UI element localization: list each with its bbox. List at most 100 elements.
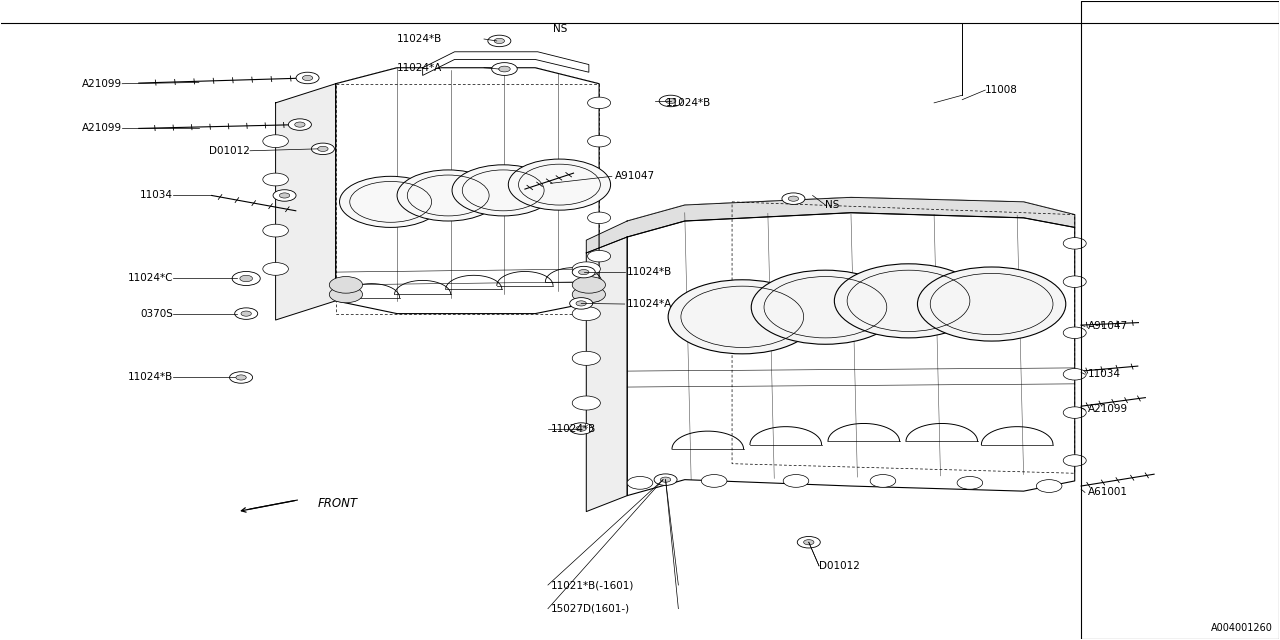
Circle shape [279, 193, 289, 198]
Circle shape [659, 95, 682, 107]
Text: 11008: 11008 [986, 85, 1018, 95]
Circle shape [627, 476, 653, 489]
Circle shape [262, 262, 288, 275]
Circle shape [1064, 369, 1087, 380]
Text: A61001: A61001 [1088, 488, 1128, 497]
Circle shape [588, 212, 611, 223]
Circle shape [302, 76, 312, 81]
Circle shape [262, 173, 288, 186]
Circle shape [329, 276, 362, 293]
Circle shape [572, 307, 600, 321]
Text: A91047: A91047 [614, 172, 654, 181]
Circle shape [241, 311, 251, 316]
Polygon shape [335, 68, 599, 92]
Circle shape [660, 477, 671, 482]
Circle shape [229, 372, 252, 383]
Text: D01012: D01012 [209, 146, 250, 156]
Circle shape [797, 536, 820, 548]
Circle shape [701, 474, 727, 487]
Text: 11034: 11034 [1088, 369, 1120, 380]
Circle shape [572, 396, 600, 410]
Circle shape [262, 135, 288, 148]
Circle shape [588, 97, 611, 109]
Circle shape [488, 35, 511, 47]
Circle shape [397, 170, 499, 221]
Circle shape [588, 250, 611, 262]
Circle shape [296, 72, 319, 84]
Polygon shape [586, 237, 627, 511]
Circle shape [236, 375, 246, 380]
Circle shape [572, 262, 600, 276]
Circle shape [1064, 407, 1087, 419]
Circle shape [499, 66, 511, 72]
Circle shape [239, 275, 252, 282]
Polygon shape [627, 212, 1075, 495]
Circle shape [957, 476, 983, 489]
Text: FRONT: FRONT [317, 497, 358, 511]
Circle shape [751, 270, 900, 344]
Circle shape [1064, 455, 1087, 467]
Circle shape [588, 136, 611, 147]
Circle shape [579, 269, 589, 275]
Text: 11024*B: 11024*B [397, 34, 443, 44]
Circle shape [492, 63, 517, 76]
Polygon shape [586, 197, 1075, 253]
Circle shape [1064, 276, 1087, 287]
Text: 11024*A: 11024*A [397, 63, 443, 73]
Circle shape [835, 264, 983, 338]
Circle shape [804, 540, 814, 545]
Circle shape [576, 301, 586, 306]
Circle shape [570, 298, 593, 309]
Circle shape [1064, 237, 1087, 249]
Text: 11034: 11034 [141, 191, 173, 200]
Text: 0370S: 0370S [141, 308, 173, 319]
Circle shape [576, 426, 586, 431]
Circle shape [572, 266, 595, 278]
Circle shape [452, 165, 554, 216]
Circle shape [668, 280, 817, 354]
Text: 11024*B: 11024*B [627, 267, 672, 277]
Circle shape [870, 474, 896, 487]
Circle shape [329, 286, 362, 303]
Circle shape [654, 474, 677, 485]
Text: NS: NS [553, 24, 567, 35]
Text: A21099: A21099 [1088, 404, 1128, 415]
Text: 11024*C: 11024*C [128, 273, 173, 284]
Circle shape [1037, 479, 1062, 492]
Circle shape [273, 189, 296, 201]
Circle shape [572, 351, 600, 365]
Text: D01012: D01012 [819, 561, 860, 571]
Circle shape [572, 276, 605, 293]
Circle shape [311, 143, 334, 155]
Circle shape [288, 119, 311, 131]
Text: 11024*A: 11024*A [627, 299, 672, 309]
Circle shape [294, 122, 305, 127]
Circle shape [317, 147, 328, 152]
Text: 11024*B: 11024*B [550, 424, 595, 433]
Circle shape [666, 99, 676, 104]
Circle shape [339, 176, 442, 227]
Circle shape [788, 196, 799, 201]
Circle shape [494, 38, 504, 44]
Text: A91047: A91047 [1088, 321, 1128, 332]
Polygon shape [627, 197, 1075, 237]
Circle shape [262, 224, 288, 237]
Text: A21099: A21099 [82, 79, 122, 89]
Circle shape [572, 286, 605, 303]
Text: 11024*B: 11024*B [666, 98, 710, 108]
Text: 11021*B(-1601): 11021*B(-1601) [550, 580, 634, 590]
Circle shape [783, 474, 809, 487]
Polygon shape [422, 52, 589, 76]
Circle shape [782, 193, 805, 204]
Polygon shape [275, 84, 335, 320]
Circle shape [1064, 327, 1087, 339]
Circle shape [918, 267, 1066, 341]
Text: A21099: A21099 [82, 124, 122, 133]
Circle shape [570, 423, 593, 435]
Text: A004001260: A004001260 [1211, 623, 1272, 633]
Polygon shape [335, 68, 599, 314]
Circle shape [234, 308, 257, 319]
Circle shape [232, 271, 260, 285]
Text: 11024*B: 11024*B [128, 372, 173, 383]
Text: 15027D(1601-): 15027D(1601-) [550, 604, 630, 614]
